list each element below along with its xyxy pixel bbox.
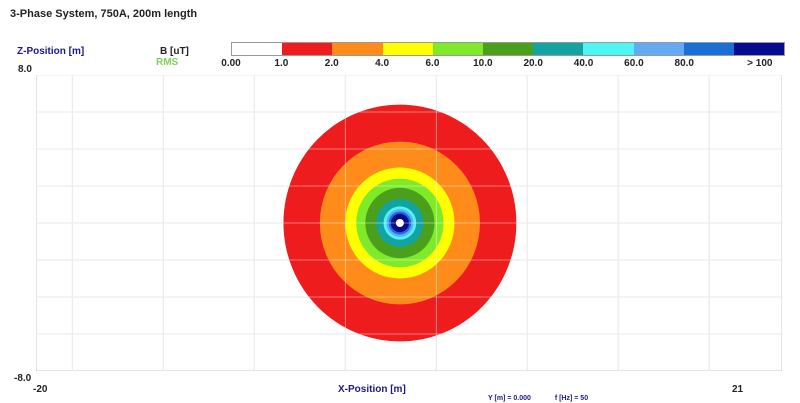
colorbar-swatch-4 — [432, 43, 483, 55]
colorbar-tick-label: 40.0 — [573, 58, 594, 69]
footer-y-value: Y [m] = 0.000 — [488, 395, 531, 402]
colorbar-swatch-9 — [683, 43, 734, 55]
colorbar — [231, 42, 785, 56]
colorbar-tick-label: 6.0 — [425, 58, 440, 69]
colorbar-swatch-0 — [232, 43, 283, 55]
colorbar-swatch-7 — [583, 43, 634, 55]
colorbar-swatch-1 — [282, 43, 333, 55]
colorbar-tick-label: 1.0 — [274, 58, 289, 69]
colorbar-swatch-3 — [382, 43, 433, 55]
z-axis-label: Z-Position [m] — [17, 46, 85, 57]
colorbar-tick-label: 80.0 — [674, 58, 694, 69]
colorbar-tick-label: > 100 — [747, 58, 773, 69]
colorbar-quantity-label: B [uT] — [160, 46, 189, 57]
chart-title: 3-Phase System, 750A, 200m length — [10, 8, 198, 20]
colorbar-swatch-6 — [533, 43, 584, 55]
plot-area — [36, 75, 782, 371]
colorbar-swatch-8 — [633, 43, 684, 55]
colorbar-tick-label: 0.00 — [221, 58, 241, 69]
colorbar-swatch-10 — [733, 43, 785, 55]
x-axis-max: 21 — [732, 384, 744, 395]
conductor-marker — [395, 219, 404, 227]
colorbar-tick-label: 60.0 — [624, 58, 644, 69]
x-axis-min: -20 — [33, 384, 48, 395]
colorbar-mode-label: RMS — [156, 57, 179, 68]
z-axis-max: 8.0 — [18, 64, 32, 75]
colorbar-tick-label: 10.0 — [473, 58, 493, 69]
colorbar-swatch-5 — [482, 43, 534, 55]
z-axis-min: -8.0 — [14, 373, 32, 384]
footer-frequency: f [Hz] = 50 — [554, 395, 589, 402]
colorbar-tick-label: 2.0 — [324, 58, 339, 69]
colorbar-swatch-2 — [332, 43, 383, 55]
colorbar-tick-label: 4.0 — [375, 58, 390, 69]
colorbar-ticks: 0.00 1.0 2.0 4.0 6.0 10.0 20.0 40.0 60.0 80.0 > 10… — [219, 58, 799, 70]
colorbar-tick-label: 20.0 — [523, 58, 543, 69]
footer-info: Y [m] = 0.000 f [Hz] = 50 — [488, 395, 610, 402]
x-axis-label: X-Position [m] — [338, 384, 406, 395]
